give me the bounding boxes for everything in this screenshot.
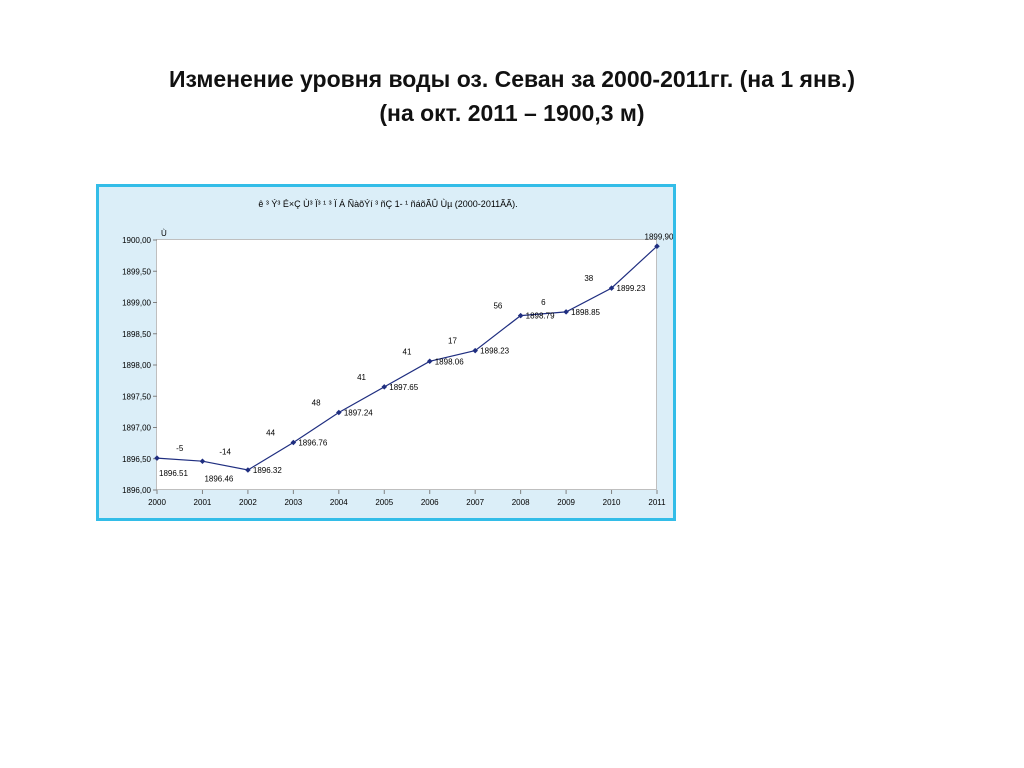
change-label: 56 bbox=[493, 302, 502, 311]
data-value-label: 1897.24 bbox=[344, 409, 373, 418]
x-tick-label: 2005 bbox=[375, 498, 393, 507]
change-label: 44 bbox=[266, 429, 275, 438]
x-tick-label: 2004 bbox=[330, 498, 348, 507]
plot-area bbox=[156, 239, 657, 490]
change-label: 17 bbox=[448, 337, 457, 346]
x-tick-label: 2002 bbox=[239, 498, 257, 507]
x-tick-label: 2000 bbox=[148, 498, 166, 507]
data-point bbox=[426, 358, 433, 365]
y-tick-label: 1899,00 bbox=[122, 299, 151, 308]
x-tick-label: 2011 bbox=[648, 498, 666, 507]
data-point bbox=[245, 467, 251, 473]
x-tick-label: 2009 bbox=[557, 498, 575, 507]
data-value-label: 1899.23 bbox=[617, 284, 646, 293]
x-tick-label: 2010 bbox=[603, 498, 621, 507]
x-tick-label: 2006 bbox=[421, 498, 439, 507]
data-value-label: 1896.46 bbox=[204, 474, 233, 483]
change-label: 38 bbox=[584, 274, 593, 283]
data-point bbox=[472, 347, 478, 354]
data-point bbox=[290, 439, 297, 446]
data-value-label: 1897.65 bbox=[389, 383, 418, 392]
change-labels: -5 -14 44 48 41 41 17 56 6 38 bbox=[176, 274, 594, 456]
data-value-label: 1896.76 bbox=[298, 439, 327, 448]
chart-title: ê ³ Ý³ É×Ç Ù³ Ï³ ¹ ³ Ï Á ÑàõÝí ³ ñÇ 1- ¹… bbox=[258, 199, 517, 209]
change-label: 48 bbox=[312, 399, 321, 408]
y-tick-label: 1896,50 bbox=[122, 455, 151, 464]
change-label: 41 bbox=[403, 347, 412, 356]
series-line bbox=[156, 245, 658, 471]
change-label: 41 bbox=[357, 373, 366, 382]
data-value-label: 1898.79 bbox=[526, 312, 555, 321]
y-tick-label: 1897,00 bbox=[122, 424, 151, 433]
y-tick-label: 1900,00 bbox=[122, 236, 151, 245]
y-axis-label: Ù bbox=[161, 229, 167, 238]
data-value-label: 1896.51 bbox=[159, 469, 188, 478]
line-chart: ê ³ Ý³ É×Ç Ù³ Ï³ ¹ ³ Ï Á ÑàõÝí ³ ñÇ 1- ¹… bbox=[122, 199, 673, 507]
data-value-label: 1898.06 bbox=[435, 357, 464, 366]
y-tick-label: 1899,50 bbox=[122, 267, 151, 276]
x-axis-ticks: 2000 2001 2002 2003 2004 2005 2006 2007 2008 2009… bbox=[148, 490, 666, 507]
slide-title: Изменение уровня воды оз. Севан за 2000-… bbox=[60, 62, 964, 130]
x-tick-label: 2007 bbox=[466, 498, 484, 507]
data-point bbox=[381, 384, 388, 390]
x-tick-label: 2001 bbox=[194, 498, 212, 507]
data-point bbox=[517, 312, 524, 319]
data-value-label: 1896.32 bbox=[253, 466, 282, 475]
y-tick-label: 1896,00 bbox=[122, 486, 151, 495]
slide-title-line-1: Изменение уровня воды оз. Севан за 2000-… bbox=[168, 66, 856, 92]
y-tick-label: 1898,50 bbox=[122, 330, 151, 339]
y-tick-label: 1898,00 bbox=[122, 361, 151, 370]
data-value-label: 1898.85 bbox=[571, 308, 600, 317]
data-point bbox=[336, 409, 342, 416]
change-label: -14 bbox=[219, 447, 231, 456]
data-value-label: 1898.23 bbox=[480, 347, 509, 356]
data-point bbox=[154, 455, 160, 461]
change-label: -5 bbox=[176, 444, 184, 453]
x-tick-label: 2008 bbox=[512, 498, 530, 507]
data-value-labels: 1896.51 1896.46 1896.32 1896.76 1897.24 1897.… bbox=[159, 232, 673, 483]
data-point bbox=[654, 243, 660, 250]
slide-title-line-2: (на окт. 2011 – 1900,3 м) bbox=[379, 100, 645, 126]
data-point bbox=[563, 309, 569, 315]
data-value-label: 1899,90 bbox=[645, 232, 673, 241]
chart-frame: ê ³ Ý³ É×Ç Ù³ Ï³ ¹ ³ Ï Á ÑàõÝí ³ ñÇ 1- ¹… bbox=[96, 184, 676, 521]
data-point bbox=[608, 285, 615, 291]
y-tick-label: 1897,50 bbox=[122, 392, 151, 401]
x-tick-label: 2003 bbox=[284, 498, 302, 507]
y-axis-ticks: 1896,00 1896,50 1897,00 1897,50 1898,00 1898,… bbox=[122, 236, 157, 495]
change-label: 6 bbox=[541, 298, 546, 307]
